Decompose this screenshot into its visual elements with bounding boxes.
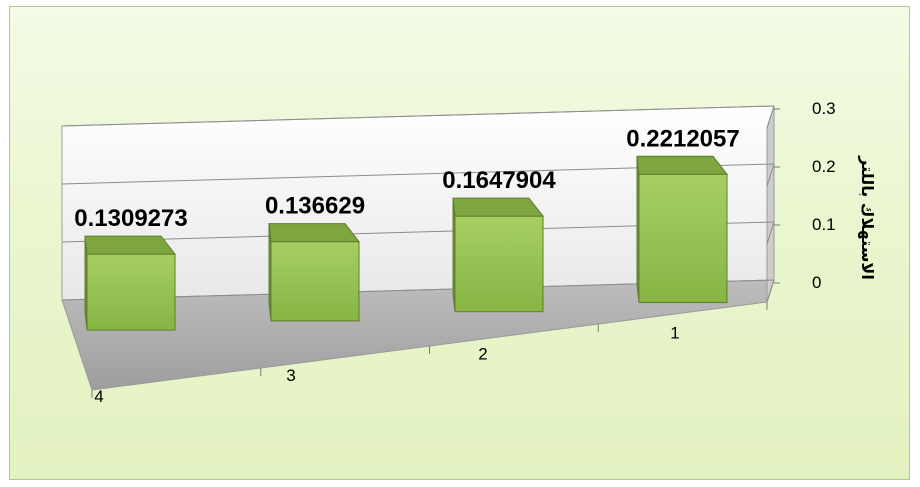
- x-axis: 4 3 2 1: [91, 302, 768, 406]
- x-tick-label: 3: [286, 366, 295, 385]
- gridline: [61, 105, 775, 127]
- x-tick-label: 4: [94, 387, 103, 406]
- bar-front: [454, 215, 544, 313]
- bar-top: [268, 223, 361, 243]
- gridline-side: [766, 163, 775, 187]
- y-axis-title: الاستهلاك باللتر: [858, 155, 877, 280]
- data-label: 0.2212057: [626, 125, 739, 152]
- gridline-side: [766, 105, 775, 129]
- data-label: 0.1647904: [442, 167, 556, 194]
- data-labels: 0.1309273 0.136629 0.1647904 0.2212057: [74, 125, 739, 232]
- gridline-side: [766, 279, 775, 303]
- x-tick-label: 1: [670, 324, 679, 343]
- bar-side: [636, 156, 640, 303]
- y-tick-label: 0.3: [812, 99, 836, 118]
- data-label: 0.1309273: [74, 205, 187, 232]
- bar-series: [84, 155, 729, 331]
- x-tick-label: 2: [478, 345, 487, 364]
- chart-walls: [61, 105, 775, 391]
- y-tick-label: 0.2: [812, 157, 836, 176]
- bar-front: [270, 241, 360, 322]
- bar-front: [638, 173, 728, 304]
- bar-front: [86, 253, 176, 331]
- y-tick-label: 0.1: [812, 215, 836, 234]
- chart-side-wall: [766, 105, 775, 303]
- bar-top: [84, 235, 177, 255]
- gridline-side: [766, 221, 775, 245]
- data-label: 0.136629: [265, 193, 365, 220]
- bar-top: [636, 155, 729, 175]
- bar-top: [452, 197, 545, 217]
- y-tick-label: 0: [812, 273, 821, 292]
- y-axis: 0 0.1 0.2 0.3: [774, 99, 836, 292]
